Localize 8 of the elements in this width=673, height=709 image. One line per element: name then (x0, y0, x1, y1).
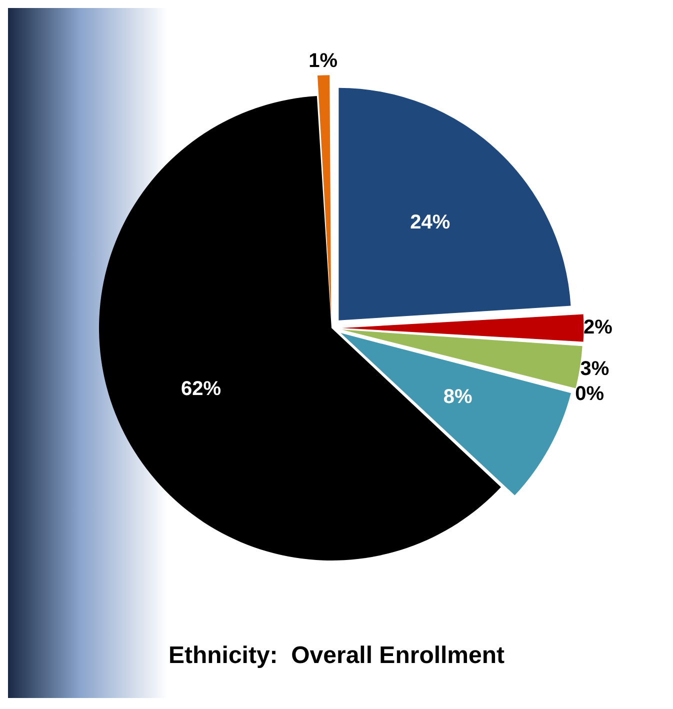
data-label: 62% (181, 378, 222, 400)
data-label: 3% (580, 358, 610, 380)
text: Ethnicity: Overall Enrollment (167, 642, 506, 670)
data-label: 1% (308, 50, 338, 72)
text: 0% (575, 382, 604, 405)
data-label: 24% (410, 211, 450, 234)
data-label: 8% (443, 386, 472, 408)
data-label: 2% (584, 316, 613, 339)
